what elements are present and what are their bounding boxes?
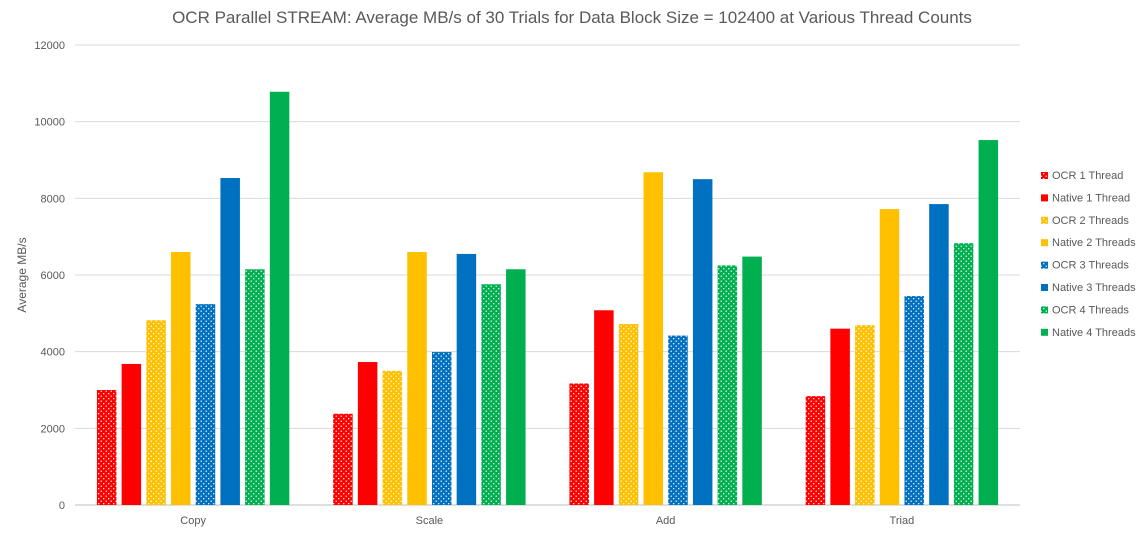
bar: [594, 310, 614, 505]
bar: [855, 325, 875, 505]
bar: [643, 172, 664, 505]
bar: [382, 370, 403, 505]
bar: [717, 265, 738, 505]
legend-swatch: [1041, 261, 1048, 269]
bar: [879, 209, 900, 506]
legend-swatch: [1041, 216, 1048, 224]
bar: [456, 253, 477, 505]
y-tick-label: 2000: [41, 423, 65, 435]
y-tick-label: 10000: [34, 117, 65, 129]
bar: [357, 362, 378, 505]
bar: [569, 383, 589, 505]
x-tick-label: Copy: [180, 515, 206, 527]
x-tick-label: Triad: [890, 515, 915, 527]
legend-label: Native 2 Threads: [1052, 237, 1136, 249]
bar: [245, 269, 265, 505]
bar: [431, 352, 452, 505]
legend-label: Native 1 Thread: [1052, 192, 1130, 204]
legend-swatch: [1041, 328, 1048, 336]
legend-label: OCR 3 Threads: [1052, 260, 1129, 272]
bars: [96, 91, 999, 506]
legend-swatch: [1041, 194, 1048, 202]
chart-title: OCR Parallel STREAM: Average MB/s of 30 …: [172, 8, 972, 27]
y-axis-title: Average MB/s: [15, 237, 29, 312]
bar: [742, 256, 762, 505]
bar: [692, 179, 713, 505]
bar: [121, 363, 142, 505]
bar: [506, 269, 526, 505]
bar: [904, 296, 924, 505]
gridlines: [75, 44, 1020, 506]
bar: [668, 335, 688, 505]
bar: [481, 284, 501, 505]
bar: [805, 396, 826, 505]
bar: [195, 304, 216, 505]
bar: [978, 140, 999, 506]
legend-swatch: [1041, 172, 1048, 179]
legend-label: OCR 4 Threads: [1052, 304, 1129, 316]
bar: [146, 320, 166, 505]
legend: OCR 1 Thread Native 1 Thread OCR 2 Threads…: [1041, 170, 1136, 339]
bar: [953, 243, 974, 505]
legend-swatch: [1041, 284, 1048, 291]
legend-label: OCR 2 Threads: [1052, 215, 1129, 227]
axis-labels: 0 2000 4000 6000 8000 10000 12000 Copy Scale Add T…: [34, 40, 914, 527]
legend-swatch: [1041, 306, 1048, 314]
legend-swatch: [1041, 239, 1048, 247]
bar: [171, 252, 191, 505]
bar: [269, 91, 290, 506]
bar: [929, 204, 949, 506]
x-tick-label: Scale: [416, 515, 444, 527]
bar: [618, 324, 639, 505]
y-tick-label: 12000: [34, 40, 65, 52]
legend-label: Native 4 Threads: [1052, 327, 1136, 339]
bar: [407, 252, 427, 505]
bar: [333, 413, 353, 505]
y-tick-label: 8000: [41, 193, 65, 205]
x-tick-label: Add: [656, 515, 676, 527]
y-tick-label: 4000: [41, 347, 65, 359]
legend-label: Native 3 Threads: [1052, 282, 1136, 294]
bar: [830, 328, 850, 505]
bar: [220, 178, 240, 505]
y-tick-label: 6000: [41, 270, 65, 282]
bar: [96, 390, 117, 505]
y-tick-label: 0: [59, 500, 65, 512]
legend-label: OCR 1 Thread: [1052, 170, 1123, 182]
